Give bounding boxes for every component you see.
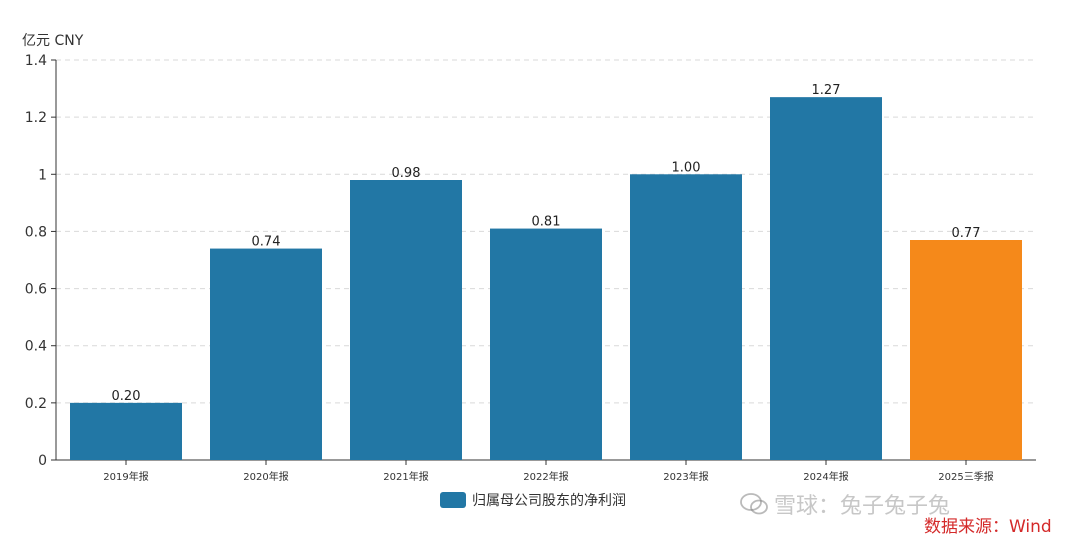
wechat-icon	[740, 493, 768, 515]
x-tick-label: 2020年报	[243, 470, 288, 483]
x-tick-label: 2025三季报	[938, 470, 993, 483]
legend: 归属母公司股东的净利润	[440, 490, 626, 510]
bar	[490, 228, 602, 460]
y-axis-unit-label: 亿元 CNY	[22, 33, 84, 49]
legend-swatch	[440, 492, 466, 508]
x-tick-label: 2022年报	[523, 470, 568, 483]
x-tick-label: 2024年报	[803, 470, 848, 483]
bar	[630, 174, 742, 461]
y-tick-label: 0	[38, 453, 47, 469]
y-tick-label: 0.2	[25, 396, 47, 412]
watermark-text: 雪球：兔子兔子兔	[774, 494, 951, 519]
legend-label: 归属母公司股东的净利润	[472, 493, 626, 509]
watermark: 雪球：兔子兔子兔	[740, 488, 950, 520]
bar	[910, 240, 1022, 460]
bars	[70, 97, 1022, 461]
y-tick-label: 1.2	[25, 110, 47, 126]
source-note: 数据来源：Wind	[924, 517, 1052, 537]
bar	[770, 97, 882, 461]
x-tick-label: 2019年报	[103, 470, 148, 483]
data-label: 0.81	[532, 215, 561, 230]
data-label: 0.98	[392, 166, 421, 181]
y-tick-label: 0.4	[25, 339, 47, 355]
x-tick-label: 2023年报	[663, 470, 708, 483]
data-label: 0.77	[952, 226, 981, 241]
data-label: 1.27	[812, 83, 841, 98]
data-label: 1.00	[672, 160, 701, 175]
bar	[70, 402, 182, 460]
bar	[210, 248, 322, 460]
y-tick-label: 0.8	[25, 224, 47, 240]
bar	[350, 180, 462, 460]
y-tick-label: 1.4	[25, 53, 47, 69]
data-label: 0.20	[112, 389, 141, 404]
data-label: 0.74	[252, 235, 281, 250]
y-tick-label: 0.6	[25, 282, 47, 298]
data-labels: 0.20 0.74 0.98 0.81 1.00 1.27 0.77	[112, 83, 981, 404]
y-tick-label: 1	[38, 167, 47, 183]
x-tick-label: 2021年报	[383, 470, 428, 483]
